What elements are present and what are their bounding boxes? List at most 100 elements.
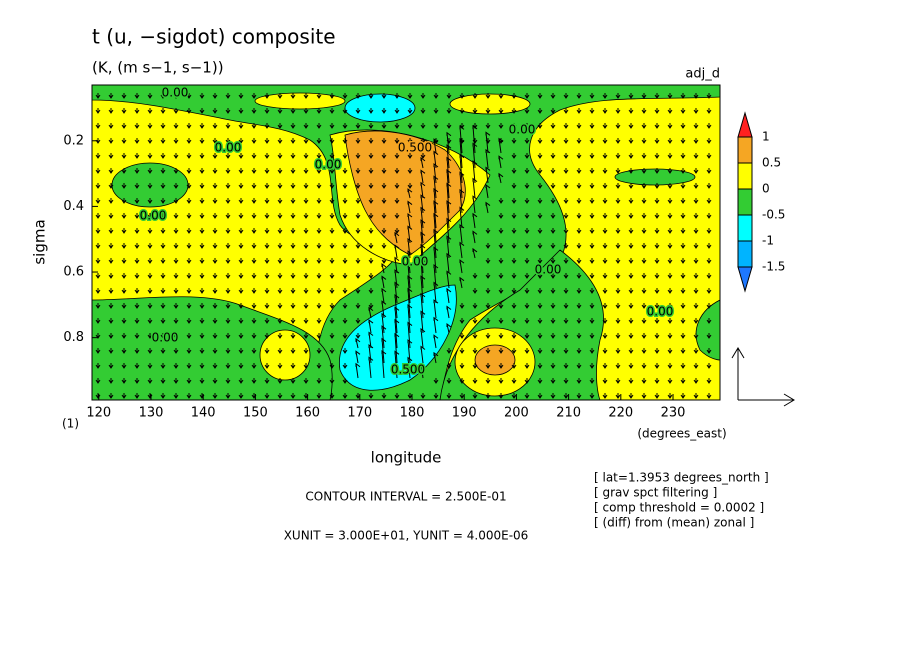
vector-arrow-head	[615, 169, 621, 174]
vector-arrow-head	[628, 109, 634, 114]
colorbar-triangle	[737, 111, 753, 138]
vector-arrow-head	[446, 169, 452, 174]
vector-arrow	[446, 218, 450, 244]
vector-arrow-head	[407, 356, 413, 362]
vector-arrow-head	[368, 343, 374, 349]
vector-arrow-head	[433, 394, 439, 399]
vector-arrow-head	[121, 229, 127, 234]
vector-arrow-head	[420, 109, 426, 114]
vector-arrow-head	[173, 274, 179, 279]
vector-arrow-head	[225, 214, 231, 219]
contour-label: 0.00	[535, 263, 562, 277]
vector-arrow-head	[446, 349, 452, 354]
vector-arrow-head	[342, 244, 348, 249]
vector-arrow-head	[667, 274, 673, 279]
vector-arrow-head	[706, 199, 712, 204]
vector-arrow-head	[511, 364, 517, 369]
vector-arrow-head	[550, 274, 556, 279]
vector-arrow-head	[537, 379, 543, 384]
vector-arrow-head	[641, 94, 647, 99]
vector-arrow-head	[472, 94, 478, 99]
vector-arrow-head	[680, 349, 686, 354]
vector-arrow-head	[446, 156, 452, 162]
vector-arrow-head	[641, 379, 647, 384]
vector-arrow-head	[381, 184, 387, 189]
vector-arrow-head	[446, 94, 452, 99]
vector-arrow-head	[381, 300, 387, 305]
vector-arrow-head	[615, 259, 621, 264]
vector-arrow-head	[342, 169, 348, 174]
vector-arrow-head	[134, 199, 140, 204]
vector-arrow-head	[446, 217, 452, 223]
vector-arrow-head	[654, 289, 660, 294]
vector-arrow-head	[537, 289, 543, 294]
vector-arrow-head	[95, 229, 101, 234]
vector-arrow-head	[199, 199, 205, 204]
vector-arrow-head	[407, 394, 413, 399]
vector-arrow-head	[199, 289, 205, 294]
vector-arrow-head	[407, 154, 413, 159]
vector-arrow-head	[329, 184, 335, 189]
vector-arrow-head	[108, 304, 114, 309]
vector-arrow-head	[420, 206, 426, 212]
vector-arrow-head	[121, 289, 127, 294]
vector-arrow-head	[212, 124, 218, 129]
vector-arrow-head	[290, 349, 296, 354]
vector-arrow-head	[680, 109, 686, 114]
vector-arrow-head	[667, 154, 673, 159]
vector-arrow-head	[355, 139, 361, 144]
vector-arrow-head	[316, 364, 322, 369]
vector-arrow-head	[238, 109, 244, 114]
vector-arrow-head	[628, 199, 634, 204]
vector-arrow-head	[290, 334, 296, 339]
x-tick-label: 140	[191, 406, 216, 421]
vector-arrow-head	[212, 154, 218, 159]
vector-arrow-head	[589, 214, 595, 219]
vector-arrow	[394, 351, 398, 379]
vector-arrow-head	[277, 124, 283, 129]
vector-arrow-head	[121, 109, 127, 114]
vector-arrow-head	[147, 319, 153, 324]
vector-arrow-head	[563, 304, 569, 309]
vector-arrow-head	[147, 109, 153, 114]
contour-label: 0.00	[402, 255, 429, 269]
vector-arrow-head	[238, 244, 244, 249]
vector-arrow-head	[563, 289, 569, 294]
vector-arrow-head	[342, 334, 348, 339]
contour-label: 0.00	[140, 209, 167, 223]
vector-arrow-head	[238, 304, 244, 309]
chart-title: t (u, −sigdot) composite	[92, 25, 336, 49]
vector-arrow-head	[472, 109, 478, 114]
vector-arrow-head	[537, 364, 543, 369]
x-tick-label: 180	[400, 406, 425, 421]
vector-arrow-head	[160, 199, 166, 204]
contour-label: 0.00	[215, 141, 242, 155]
vector-arrow-head	[277, 109, 283, 114]
vector-arrow-head	[602, 109, 608, 114]
vector-arrow-head	[199, 184, 205, 189]
vector-arrow	[459, 172, 463, 199]
vector-arrow	[407, 288, 411, 319]
vector-arrow-head	[576, 184, 582, 189]
vector-arrow-head	[199, 334, 205, 339]
vector-arrow-head	[251, 379, 257, 384]
vector-arrow-head	[550, 154, 556, 159]
vector-arrow-head	[602, 244, 608, 249]
vector-arrow-head	[693, 109, 699, 114]
vector-arrow-head	[576, 319, 582, 324]
vector-arrow-head	[264, 364, 270, 369]
vector-arrow-head	[277, 259, 283, 264]
vector-arrow-head	[407, 188, 413, 193]
colorbar-box	[737, 214, 753, 242]
vector-arrow-head	[433, 299, 439, 304]
contour-region	[344, 93, 416, 123]
vector-arrow-head	[160, 94, 166, 99]
vector-arrow-head	[394, 394, 400, 399]
vector-arrow-head	[524, 169, 530, 174]
vector-arrow-head	[680, 154, 686, 159]
vector-arrow-head	[147, 94, 153, 99]
vector-arrow-head	[576, 154, 582, 159]
vector-arrow-head	[212, 214, 218, 219]
vector-arrow-head	[225, 184, 231, 189]
vector-arrow-head	[316, 184, 322, 189]
